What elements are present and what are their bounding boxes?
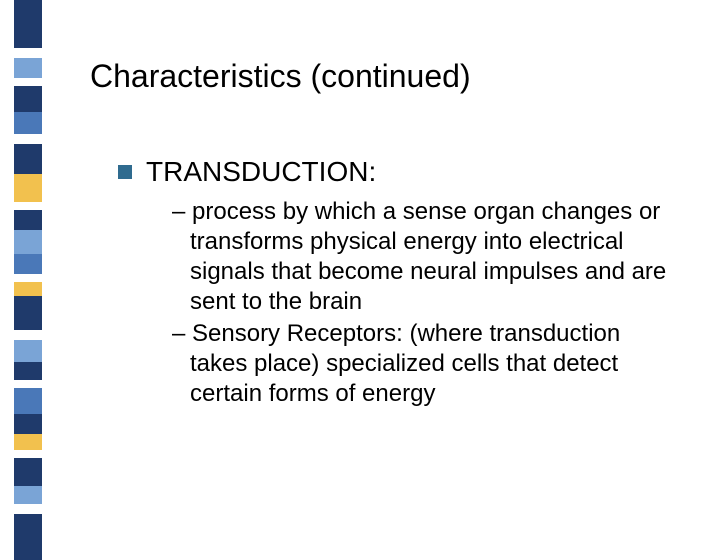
bar-segment [14, 458, 42, 486]
sub-bullet-item: – Sensory Receptors: (where transduction… [172, 319, 680, 409]
bar-segment [14, 434, 42, 450]
bar-segment [14, 504, 42, 514]
bar-segment [14, 112, 42, 134]
bar-segment [14, 296, 42, 330]
bar-segment [14, 362, 42, 380]
bar-segment [14, 330, 42, 340]
bar-segment [14, 274, 42, 282]
bullet-item: TRANSDUCTION: [118, 155, 680, 189]
bar-segment [14, 388, 42, 414]
bar-segment [14, 86, 42, 112]
sub-bullet-list: – process by which a sense organ changes… [172, 197, 680, 409]
bar-segment [14, 48, 42, 58]
slide-title: Characteristics (continued) [90, 58, 680, 95]
bar-segment [14, 0, 42, 48]
bar-segment [14, 282, 42, 296]
bar-segment [14, 174, 42, 202]
bar-segment [14, 230, 42, 254]
bar-segment [14, 210, 42, 230]
bar-segment [14, 450, 42, 458]
slide-content: Characteristics (continued) TRANSDUCTION… [90, 58, 680, 411]
sub-bullet-item: – process by which a sense organ changes… [172, 197, 680, 317]
bar-segment [14, 514, 42, 560]
bar-segment [14, 58, 42, 78]
bar-segment [14, 134, 42, 144]
bar-segment [14, 340, 42, 362]
decorative-sidebar [14, 0, 42, 540]
bar-segment [14, 414, 42, 434]
bullet-label: TRANSDUCTION: [146, 155, 376, 189]
bar-segment [14, 254, 42, 274]
bar-segment [14, 144, 42, 174]
bar-segment [14, 380, 42, 388]
bar-segment [14, 486, 42, 504]
square-bullet-icon [118, 165, 132, 179]
bar-segment [14, 78, 42, 86]
bar-segment [14, 202, 42, 210]
